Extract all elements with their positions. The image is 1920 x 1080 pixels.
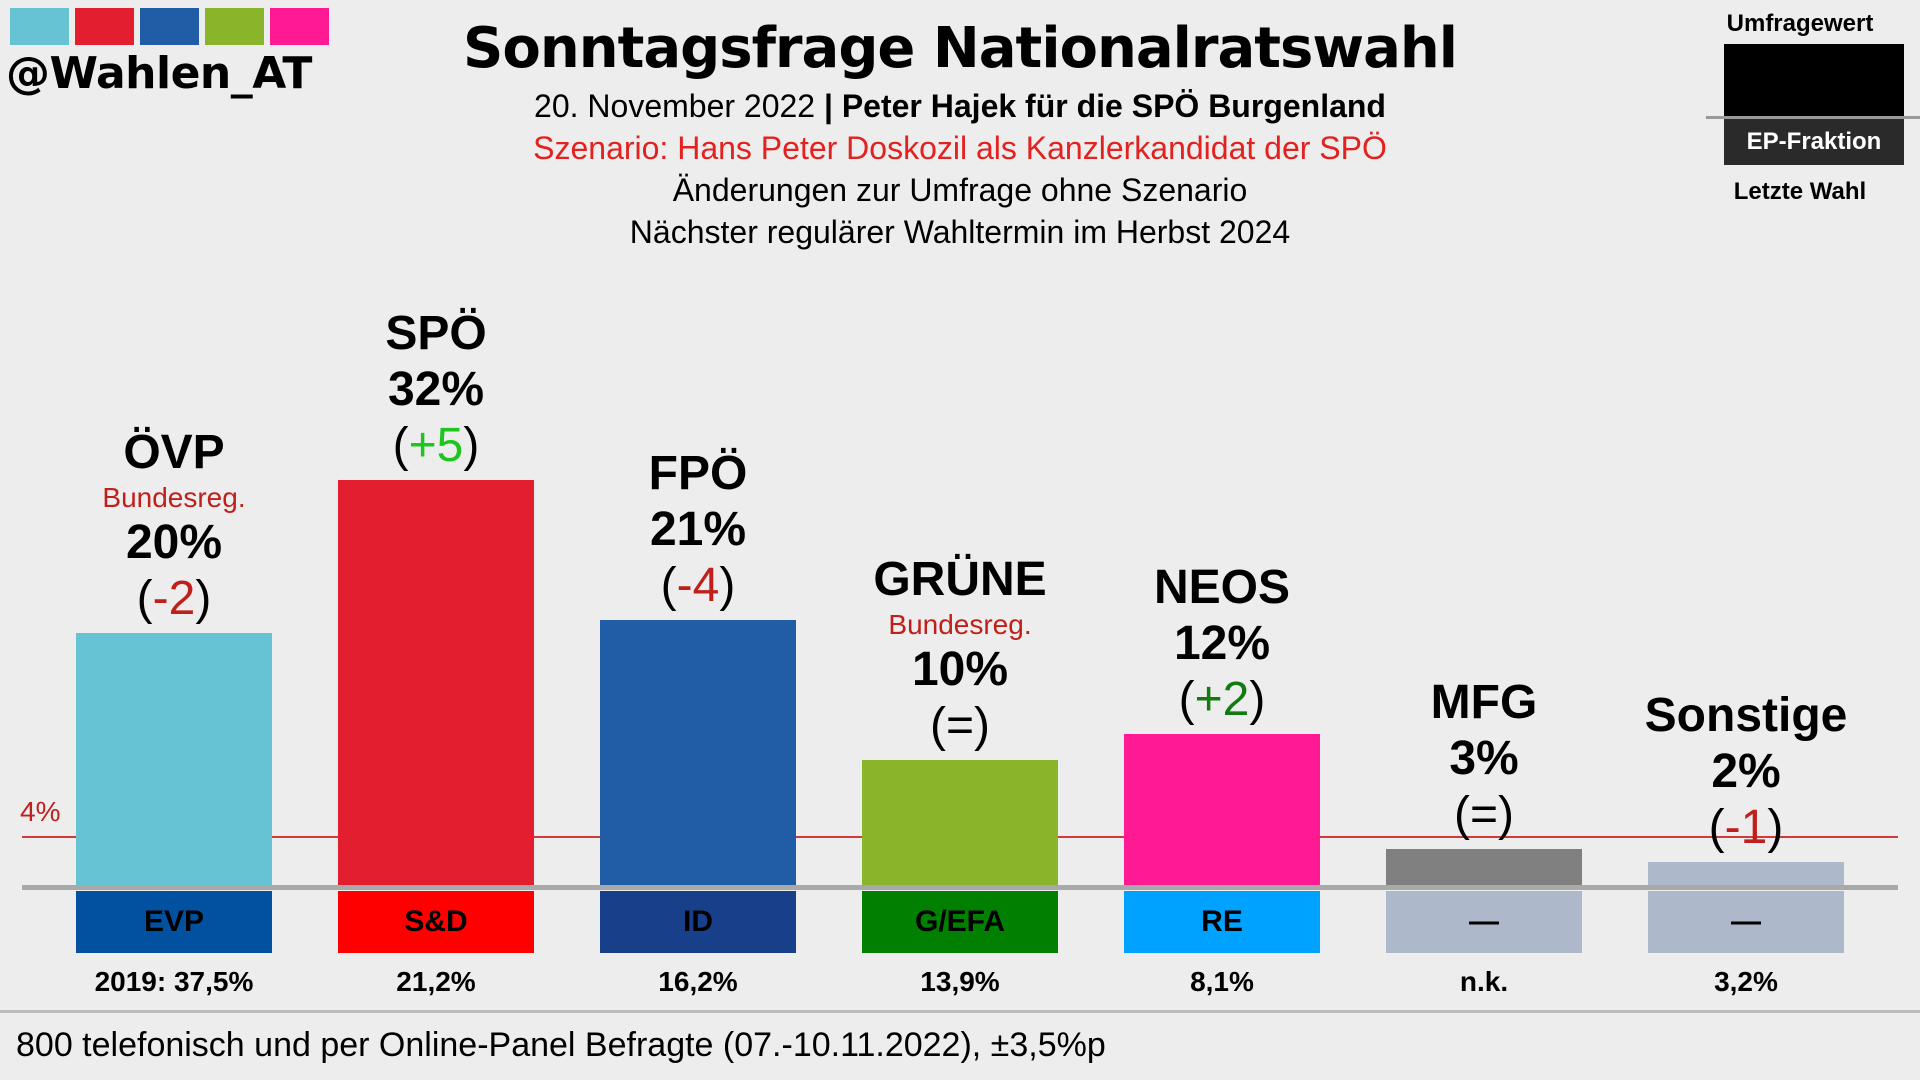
bar-label-group: NEOS 12% (+2) [1072,560,1372,728]
bar-label-group: ÖVP Bundesreg. 20% (-2) [24,425,324,627]
data-label-value: 2% [1711,744,1781,798]
ep-group-label: EVP [76,891,272,953]
poll-institute: Peter Hajek für die SPÖ Burgenland [841,88,1386,124]
data-label-value: 3% [1449,731,1519,785]
chart-baseline [22,885,1898,890]
bar-label-group: SPÖ 32% (+5) [286,306,586,474]
separator: | [823,88,833,124]
legend-poll-bar [1724,44,1904,116]
party-name: NEOS [1153,561,1291,615]
brand-handle: @Wahlen_AT [6,48,312,99]
bar-label-group: FPÖ 21% (-4) [548,446,848,614]
brand-swatch [75,8,134,45]
change-label: (=) [1454,787,1514,841]
government-tag: Bundesreg. [888,608,1032,640]
government-tag: Bundesreg. [102,481,246,513]
change-value: -2 [152,571,196,625]
legend-poll-value: Umfragewert [1726,10,1874,37]
ep-group-label: — [1386,891,1582,953]
change-value: = [1469,787,1499,841]
ep-group-label: G/EFA [862,891,1058,953]
ep-group-label: RE [1124,891,1320,953]
bar-label-group: GRÜNE Bundesreg. 10% (=) [810,552,1110,754]
data-label-value: 10% [911,642,1009,696]
change-label: (-2) [136,571,212,625]
change-label: (-1) [1708,800,1784,854]
threshold-label: 4% [20,796,61,828]
party-name: ÖVP [123,425,225,479]
ep-group-label: S&D [338,891,534,953]
chart-title: Sonntagsfrage Nationalratswahl [463,16,1458,81]
party-name: FPÖ [648,446,748,500]
party-name: Sonstige [1644,688,1848,742]
change-label: (+5) [392,418,480,472]
bar-4 [1124,734,1320,887]
last-election-value: 16,2% [658,966,738,997]
bar-label-group: MFG 3% (=) [1334,675,1634,843]
brand-swatch [205,8,264,45]
bar-1 [338,479,534,887]
legend-baseline [1706,116,1920,119]
legend-last-election: Letzte Wahl [1733,178,1867,205]
change-value: +2 [1194,673,1250,727]
bar-3 [862,759,1058,887]
last-election-value: 3,2% [1714,966,1778,997]
legend-ep-group: EP-Fraktion [1724,119,1904,165]
change-label: (+2) [1178,673,1266,727]
subtitle-date-institute: 20. November 2022 | Peter Hajek für die … [0,88,1920,125]
next-election-note: Nächster regulärer Wahltermin im Herbst … [629,214,1291,250]
party-name: SPÖ [385,306,487,360]
brand-swatch [140,8,199,45]
poll-date: 20. November 2022 [534,88,816,124]
data-label-value: 20% [125,515,223,569]
brand-swatch [270,8,329,45]
bar-0 [76,632,272,887]
scenario-text: Szenario: Hans Peter Doskozil als Kanzle… [533,130,1387,166]
bar-6 [1648,861,1844,887]
data-label-value: 12% [1173,617,1271,671]
brand-swatches [10,8,329,45]
ep-group-label: ID [600,891,796,953]
brand-swatch [10,8,69,45]
last-election-value: n.k. [1459,966,1509,997]
last-election-value: 13,9% [920,966,1000,997]
last-election-value: 21,2% [396,966,476,997]
footer-sample-info: 800 telefonisch und per Online-Panel Bef… [16,1026,1106,1064]
change-value: -1 [1724,800,1768,854]
change-value: = [945,698,975,752]
footer-divider [0,1010,1920,1013]
change-label: (-4) [660,558,736,612]
last-election-value: 2019: 37,5% [94,966,254,997]
data-label-value: 21% [649,502,747,556]
changes-note: Änderungen zur Umfrage ohne Szenario [672,172,1248,208]
change-label: (=) [930,698,990,752]
party-name: GRÜNE [873,552,1047,606]
bar-label-group: Sonstige 2% (-1) [1596,688,1896,856]
data-label-value: 32% [387,362,485,416]
party-name: MFG [1430,675,1538,729]
change-value: +5 [408,418,464,472]
bar-2 [600,619,796,887]
ep-group-label: — [1648,891,1844,953]
bar-5 [1386,848,1582,887]
change-value: -4 [676,558,720,612]
last-election-value: 8,1% [1190,966,1254,997]
